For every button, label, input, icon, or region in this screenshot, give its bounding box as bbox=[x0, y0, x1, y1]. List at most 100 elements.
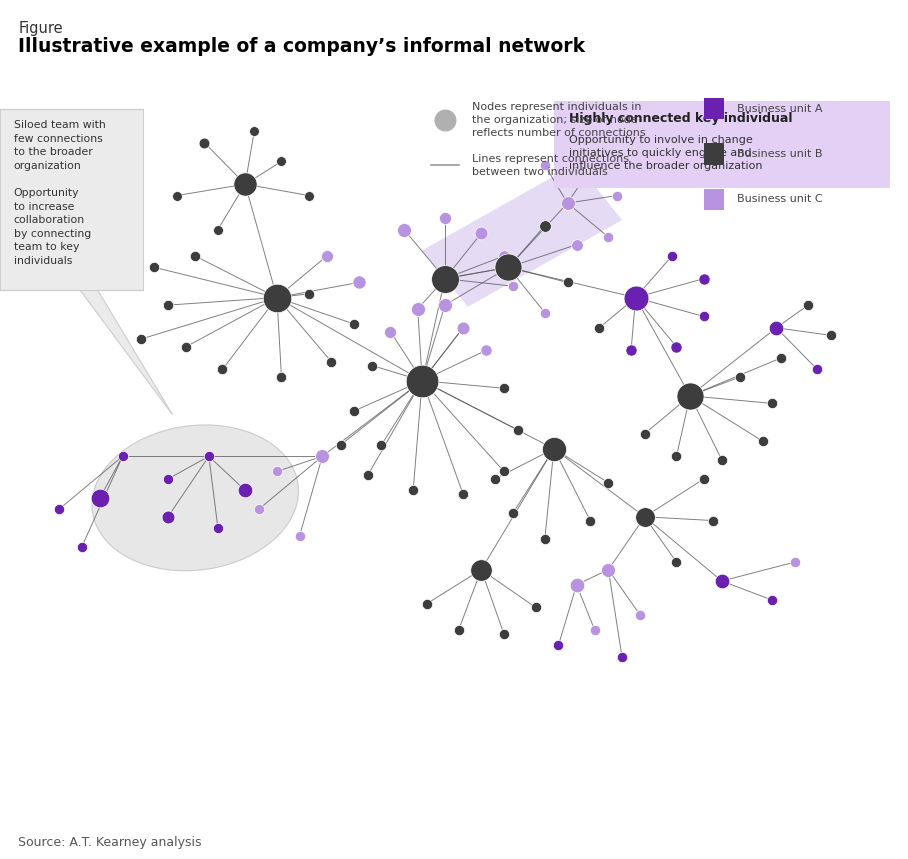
Point bbox=[601, 230, 616, 244]
Point bbox=[601, 563, 616, 576]
Point bbox=[551, 638, 566, 652]
Point bbox=[633, 608, 647, 622]
Point bbox=[188, 249, 202, 263]
Point bbox=[538, 533, 552, 546]
Point bbox=[438, 113, 452, 127]
Polygon shape bbox=[77, 286, 173, 415]
Point bbox=[637, 427, 652, 441]
Point bbox=[497, 249, 511, 263]
Point bbox=[211, 521, 225, 535]
Text: Illustrative example of a company’s informal network: Illustrative example of a company’s info… bbox=[18, 37, 586, 56]
Point bbox=[824, 328, 838, 342]
Point bbox=[665, 249, 679, 263]
Point bbox=[410, 302, 425, 316]
Point bbox=[683, 389, 697, 403]
Point bbox=[497, 381, 511, 395]
Point bbox=[810, 362, 824, 376]
Point bbox=[270, 465, 284, 478]
Point bbox=[456, 321, 470, 335]
Point bbox=[615, 649, 629, 663]
Point bbox=[583, 514, 597, 527]
Point bbox=[547, 442, 561, 455]
Point bbox=[419, 597, 434, 611]
Point bbox=[170, 189, 184, 203]
Point bbox=[787, 555, 802, 569]
Text: Highly connected key individual: Highly connected key individual bbox=[569, 113, 793, 125]
Point bbox=[765, 397, 779, 411]
Text: Business unit A: Business unit A bbox=[737, 104, 823, 113]
Point bbox=[696, 472, 711, 486]
Point bbox=[479, 344, 493, 357]
Point bbox=[360, 468, 375, 482]
Point bbox=[733, 370, 747, 384]
Text: Siloed team with
few connections
to the broader
organization

Opportunity
to inc: Siloed team with few connections to the … bbox=[14, 120, 105, 266]
Point bbox=[587, 624, 602, 637]
Point bbox=[569, 238, 584, 252]
Point bbox=[474, 227, 489, 241]
Text: Source: A.T. Kearney analysis: Source: A.T. Kearney analysis bbox=[18, 836, 202, 849]
Polygon shape bbox=[422, 163, 622, 307]
Point bbox=[292, 529, 307, 543]
Point bbox=[569, 578, 584, 592]
FancyBboxPatch shape bbox=[554, 101, 890, 188]
Point bbox=[161, 472, 175, 486]
Point bbox=[415, 374, 429, 387]
Text: Business unit B: Business unit B bbox=[737, 149, 823, 159]
Point bbox=[601, 476, 616, 490]
Point bbox=[438, 298, 452, 312]
Point bbox=[769, 321, 784, 335]
FancyBboxPatch shape bbox=[704, 98, 724, 119]
FancyBboxPatch shape bbox=[0, 108, 143, 290]
Point bbox=[238, 177, 252, 191]
Point bbox=[528, 600, 543, 614]
Text: Figure: Figure bbox=[18, 21, 63, 36]
Point bbox=[215, 362, 230, 376]
Point bbox=[270, 290, 284, 304]
Point bbox=[274, 155, 289, 168]
Point bbox=[624, 344, 638, 357]
Point bbox=[715, 574, 729, 588]
Point bbox=[610, 189, 625, 203]
Point bbox=[538, 219, 552, 233]
Point bbox=[506, 279, 520, 293]
Point bbox=[669, 449, 684, 463]
Point bbox=[374, 438, 389, 452]
Point bbox=[669, 555, 684, 569]
Point bbox=[347, 404, 361, 417]
Point bbox=[397, 222, 411, 236]
Point bbox=[696, 271, 711, 285]
Point bbox=[197, 136, 212, 149]
Point bbox=[715, 454, 729, 467]
Point bbox=[765, 593, 779, 606]
Point bbox=[706, 514, 720, 527]
Point bbox=[161, 510, 175, 524]
Ellipse shape bbox=[92, 425, 299, 570]
Text: Opportunity to involve in change
initiatives to quickly engage and
influence the: Opportunity to involve in change initiat… bbox=[569, 135, 763, 171]
Point bbox=[774, 351, 788, 365]
Point bbox=[696, 309, 711, 323]
Point bbox=[324, 355, 339, 369]
Text: Lines represent connections
between two individuals: Lines represent connections between two … bbox=[472, 154, 629, 177]
Point bbox=[497, 627, 511, 641]
Point bbox=[456, 487, 470, 501]
Point bbox=[351, 276, 366, 289]
Point bbox=[628, 290, 643, 304]
Point bbox=[320, 249, 334, 263]
Point bbox=[211, 222, 225, 236]
Point bbox=[755, 435, 770, 448]
Point bbox=[560, 196, 575, 210]
Point bbox=[74, 540, 89, 554]
Point bbox=[365, 359, 380, 373]
Point bbox=[488, 472, 502, 486]
Point bbox=[93, 491, 107, 505]
Point bbox=[238, 484, 252, 497]
Point bbox=[438, 271, 452, 285]
Point bbox=[538, 158, 552, 172]
Point bbox=[497, 465, 511, 478]
Point bbox=[347, 317, 361, 331]
Point bbox=[801, 298, 815, 312]
FancyBboxPatch shape bbox=[704, 189, 724, 210]
Text: Nodes represent individuals in
the organization; size of node
reflects number of: Nodes represent individuals in the organ… bbox=[472, 101, 646, 138]
FancyBboxPatch shape bbox=[704, 143, 724, 165]
Point bbox=[252, 503, 266, 516]
